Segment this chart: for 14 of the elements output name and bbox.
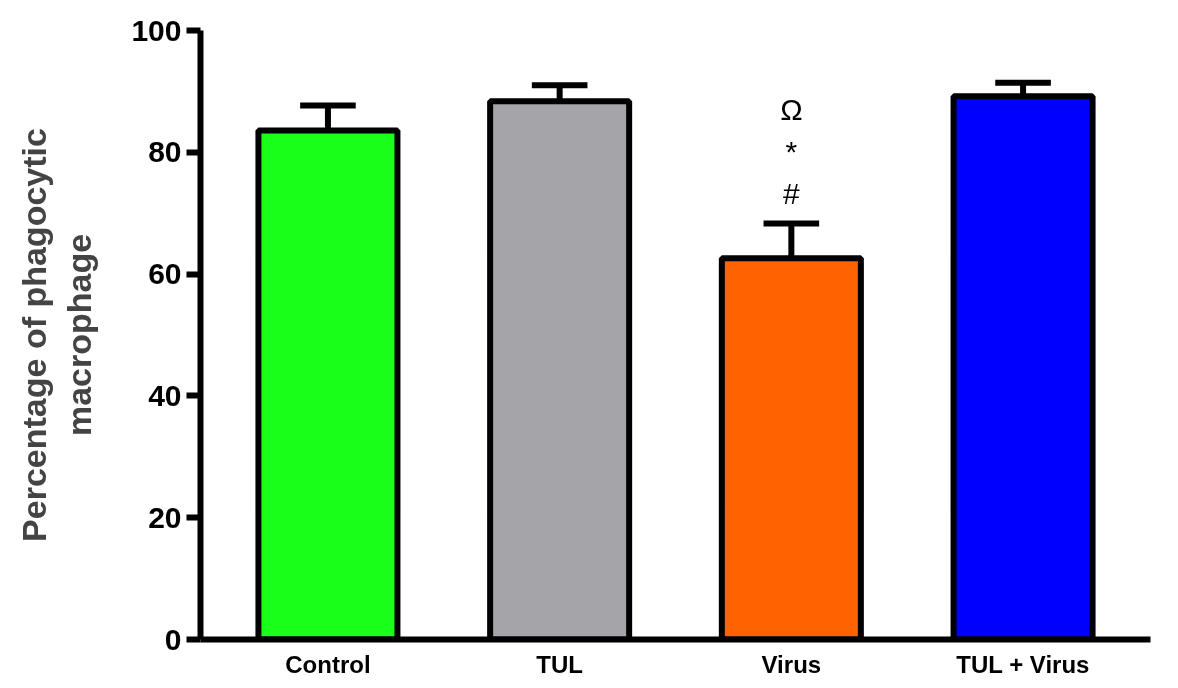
y-tick-label: 0	[164, 622, 182, 656]
y-tick-label: 20	[148, 500, 182, 534]
x-tick-label: TUL	[536, 650, 583, 678]
x-tick-label: Control	[285, 650, 371, 678]
y-tick-label: 60	[148, 257, 182, 291]
annotation: #	[783, 177, 801, 211]
y-axis-title: Percentage of phagocytic macrophage	[14, 128, 99, 542]
x-tick-label: TUL + Virus	[956, 650, 1090, 678]
y-tick-label: 100	[131, 13, 182, 47]
x-tick-label: Virus	[761, 650, 822, 678]
annotation: Ω	[780, 93, 803, 127]
annotation: *	[785, 135, 798, 169]
y-tick-label: 80	[148, 135, 182, 169]
y-tick-label: 40	[148, 378, 182, 412]
